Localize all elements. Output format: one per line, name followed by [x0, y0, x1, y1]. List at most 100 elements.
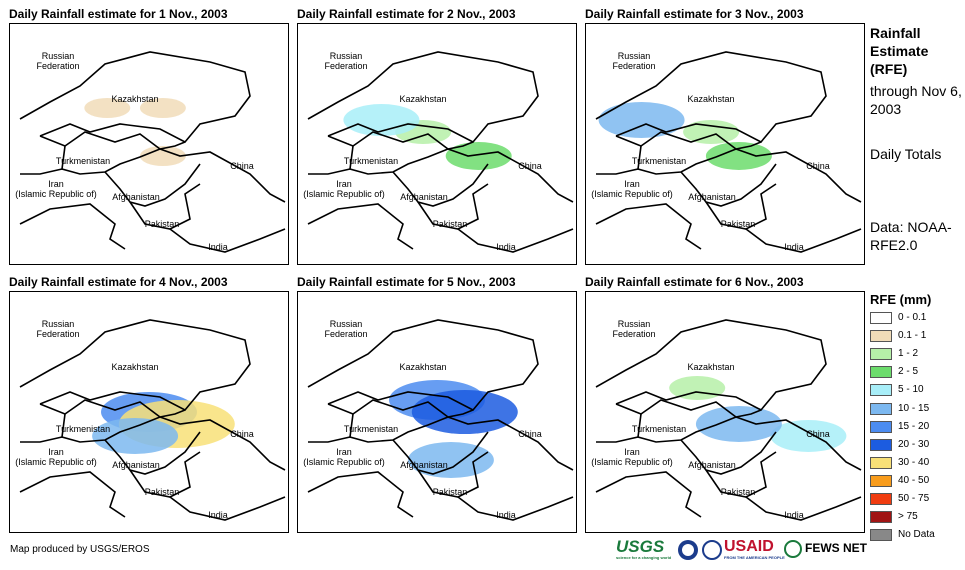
country-border: [417, 183, 489, 230]
legend-title: RFE (mm): [870, 292, 932, 307]
rainfall-area: [411, 390, 518, 434]
country-border: [19, 319, 251, 412]
country-border: [104, 431, 201, 475]
country-label-iran: Iran (Islamic Republic of): [303, 447, 385, 467]
legend-swatch: [870, 402, 892, 415]
country-label-pakistan: Pakistan: [432, 219, 468, 229]
rainfall-map: Russian Federation Kazakhstan Turkmenistan…: [585, 291, 865, 533]
map-panel: Daily Rainfall estimate for 3 Nov., 2003…: [585, 7, 865, 265]
panel-title: Daily Rainfall estimate for 4 Nov., 2003: [9, 275, 228, 289]
country-label-afghanistan: Afghanistan: [400, 192, 448, 202]
country-border: [307, 51, 539, 144]
country-label-china: China: [518, 429, 542, 439]
country-label-russia: Russian Federation: [612, 319, 656, 339]
legend-label: 10 - 15: [898, 402, 930, 414]
country-border: [447, 416, 574, 471]
country-label-india: India: [208, 242, 228, 252]
noaa-logo: [678, 540, 698, 560]
fews-globe-icon: [784, 540, 802, 558]
map-panel: Daily Rainfall estimate for 1 Nov., 2003…: [9, 7, 289, 265]
country-border: [680, 163, 777, 207]
data-source: Data: NOAA-RFE2.0: [870, 219, 952, 253]
legend-swatch: [870, 330, 892, 343]
country-label-india: India: [496, 510, 516, 520]
country-label-iran: Iran (Islamic Republic of): [591, 179, 673, 199]
map-graphic: [19, 51, 286, 253]
usaid-logo: USAID FROM THE AMERICAN PEOPLE: [724, 538, 785, 560]
country-label-kazakhstan: Kazakhstan: [399, 94, 447, 104]
legend-swatch: [870, 456, 892, 469]
country-label-india: India: [784, 510, 804, 520]
country-label-china: China: [806, 429, 830, 439]
legend-swatch: [870, 511, 892, 524]
legend-label: > 75: [898, 511, 918, 523]
legend-label: No Data: [898, 529, 935, 541]
country-border: [104, 163, 201, 207]
map-graphic: [595, 51, 862, 253]
country-label-kazakhstan: Kazakhstan: [111, 94, 159, 104]
map-panel: Daily Rainfall estimate for 2 Nov., 2003…: [297, 7, 577, 265]
country-border: [327, 131, 474, 150]
legend-label: 30 - 40: [898, 456, 930, 468]
legend-swatch: [870, 493, 892, 505]
country-border: [745, 228, 862, 253]
country-border: [19, 436, 126, 518]
country-label-russia: Russian Federation: [612, 51, 656, 71]
country-label-iran: Iran (Islamic Republic of): [591, 447, 673, 467]
country-border: [307, 319, 539, 412]
country-border: [19, 168, 126, 250]
rainfall-area: [598, 102, 685, 138]
map-panel: Daily Rainfall estimate for 4 Nov., 2003…: [9, 275, 289, 533]
rainfall-area: [683, 120, 740, 144]
legend-label: 15 - 20: [898, 420, 930, 432]
country-label-afghanistan: Afghanistan: [112, 192, 160, 202]
map-graphic: [307, 51, 574, 253]
country-label-kazakhstan: Kazakhstan: [687, 94, 735, 104]
country-label-kazakhstan: Kazakhstan: [687, 362, 735, 372]
country-border: [169, 496, 286, 521]
country-label-kazakhstan: Kazakhstan: [111, 362, 159, 372]
rainfall-map: Russian Federation Kazakhstan Turkmenistan…: [9, 291, 289, 533]
legend-label: 1 - 2: [898, 348, 919, 360]
country-label-afghanistan: Afghanistan: [688, 460, 736, 470]
country-border: [392, 431, 489, 475]
country-label-iran: Iran (Islamic Republic of): [303, 179, 385, 199]
legend-swatch: [870, 312, 892, 324]
country-label-pakistan: Pakistan: [720, 487, 756, 497]
country-border: [735, 416, 862, 471]
country-border: [680, 431, 777, 475]
rainfall-area: [705, 142, 772, 170]
country-label-turkmenistan: Turkmenistan: [343, 156, 399, 166]
rainfall-area: [139, 98, 186, 118]
country-border: [615, 399, 762, 418]
legend-swatch: [870, 474, 892, 487]
country-border: [307, 436, 414, 518]
rainfall-area: [84, 98, 131, 118]
legend-heading: Rainfall Estimate (RFE): [870, 25, 929, 77]
legend-label: 50 - 75: [898, 493, 930, 504]
rainfall-area: [407, 442, 494, 478]
usgs-logo: USGS science for a changing world: [616, 537, 672, 560]
rainfall-area: [695, 406, 782, 442]
rainfall-area: [343, 104, 420, 136]
country-label-india: India: [208, 510, 228, 520]
panel-title: Daily Rainfall estimate for 3 Nov., 2003: [585, 7, 804, 21]
country-label-turkmenistan: Turkmenistan: [55, 424, 111, 434]
map-graphic: [595, 319, 862, 521]
through-date: through Nov 6, 2003: [870, 83, 962, 117]
fews-net-logo: FEWS NET: [805, 541, 867, 555]
country-label-kazakhstan: Kazakhstan: [399, 362, 447, 372]
country-border: [129, 451, 201, 498]
country-border: [735, 148, 862, 203]
rainfall-area: [139, 146, 186, 166]
country-border: [595, 319, 827, 412]
country-label-pakistan: Pakistan: [144, 219, 180, 229]
panel-title: Daily Rainfall estimate for 1 Nov., 2003: [9, 7, 228, 21]
legend-swatch: [870, 366, 892, 379]
country-label-china: China: [518, 161, 542, 171]
credit-text: Map produced by USGS/EROS: [10, 544, 150, 555]
country-label-turkmenistan: Turkmenistan: [55, 156, 111, 166]
country-label-pakistan: Pakistan: [144, 487, 180, 497]
rainfall-map: Russian Federation Kazakhstan Turkmenistan…: [9, 23, 289, 265]
country-label-afghanistan: Afghanistan: [400, 460, 448, 470]
